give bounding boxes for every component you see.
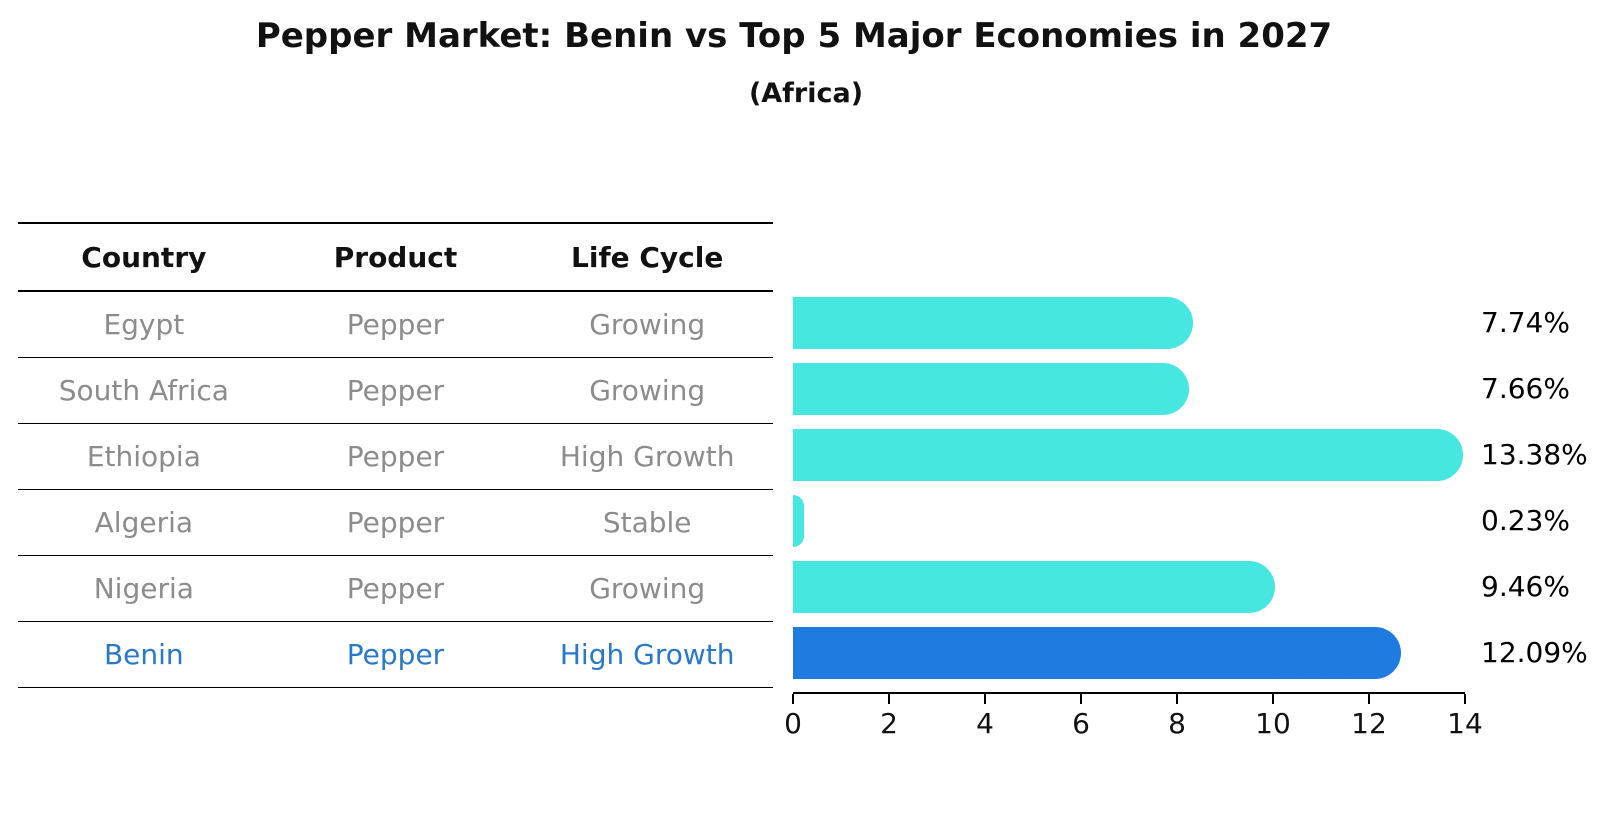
cell-product: Pepper — [346, 638, 445, 671]
x-axis-tick — [1272, 694, 1274, 704]
x-axis-tick-label: 10 — [1255, 707, 1291, 740]
bar-row-egypt: 7.74% — [793, 290, 1604, 356]
cell-country: Egypt — [103, 308, 185, 341]
chart-subtitle: (Africa) — [748, 78, 864, 109]
bar-row-nigeria: 9.46% — [793, 554, 1604, 620]
value-label-south-africa: 7.66% — [1481, 372, 1570, 405]
cell-product: Pepper — [346, 374, 445, 407]
x-axis-tick — [792, 694, 794, 704]
x-axis-tick-label: 2 — [880, 707, 898, 740]
cell-life-cycle: High Growth — [559, 440, 735, 473]
x-axis-tick-label: 4 — [976, 707, 994, 740]
bar-row-ethiopia: 13.38% — [793, 422, 1604, 488]
cell-country: Nigeria — [93, 572, 194, 605]
cell-country: South Africa — [58, 374, 229, 407]
header-life-cycle: Life Cycle — [571, 240, 724, 274]
bar-chart-area: 7.74% 7.66% 13.38% 0.23% 9.46% 12.09% — [793, 290, 1604, 686]
cell-life-cycle: Growing — [589, 572, 706, 605]
x-axis-tick — [1176, 694, 1178, 704]
value-label-algeria: 0.23% — [1481, 504, 1570, 537]
value-label-benin: 12.09% — [1481, 636, 1588, 669]
header-product: Product — [333, 240, 458, 274]
bar-row-south-africa: 7.66% — [793, 356, 1604, 422]
x-axis-tick-label: 0 — [784, 707, 802, 740]
bar-ethiopia — [793, 429, 1463, 481]
cell-product: Pepper — [346, 572, 445, 605]
table-row-egypt: Egypt Pepper Growing — [18, 292, 773, 358]
x-axis-tick-label: 8 — [1168, 707, 1186, 740]
x-axis-tick-label: 6 — [1072, 707, 1090, 740]
bar-row-algeria: 0.23% — [793, 488, 1604, 554]
x-axis-tick — [1080, 694, 1082, 704]
x-axis-tick — [984, 694, 986, 704]
chart-title: Pepper Market: Benin vs Top 5 Major Econ… — [255, 16, 1333, 56]
header-country: Country — [81, 240, 207, 274]
x-axis-tick — [1464, 694, 1466, 704]
bar-algeria — [793, 495, 804, 547]
country-table: Country Product Life Cycle Egypt Pepper Gr… — [18, 222, 773, 688]
cell-life-cycle: High Growth — [559, 638, 735, 671]
table-row-benin: Benin Pepper High Growth — [18, 622, 773, 688]
x-axis: 0 2 4 6 8 10 12 14 — [784, 692, 1483, 754]
x-axis-tick — [888, 694, 890, 704]
value-label-ethiopia: 13.38% — [1481, 438, 1588, 471]
x-axis-tick-label: 12 — [1351, 707, 1387, 740]
bar-egypt — [793, 297, 1193, 349]
cell-country: Ethiopia — [86, 440, 201, 473]
cell-life-cycle: Growing — [589, 308, 706, 341]
cell-country: Benin — [103, 638, 184, 671]
cell-life-cycle: Stable — [602, 506, 692, 539]
value-label-egypt: 7.74% — [1481, 306, 1570, 339]
table-header-row: Country Product Life Cycle — [18, 224, 773, 292]
cell-product: Pepper — [346, 440, 445, 473]
cell-country: Algeria — [94, 506, 194, 539]
table-row-ethiopia: Ethiopia Pepper High Growth — [18, 424, 773, 490]
bar-benin — [793, 627, 1401, 679]
table-body: Egypt Pepper Growing South Africa Pepper Grow… — [18, 292, 773, 688]
table-row-south-africa: South Africa Pepper Growing — [18, 358, 773, 424]
cell-product: Pepper — [346, 308, 445, 341]
value-label-nigeria: 9.46% — [1481, 570, 1570, 603]
cell-product: Pepper — [346, 506, 445, 539]
table-row-nigeria: Nigeria Pepper Growing — [18, 556, 773, 622]
x-axis-tick-label: 14 — [1447, 707, 1483, 740]
x-axis-tick — [1368, 694, 1370, 704]
bar-south-africa — [793, 363, 1189, 415]
bar-nigeria — [793, 561, 1275, 613]
table-row-algeria: Algeria Pepper Stable — [18, 490, 773, 556]
cell-life-cycle: Growing — [589, 374, 706, 407]
bar-row-benin: 12.09% — [793, 620, 1604, 686]
